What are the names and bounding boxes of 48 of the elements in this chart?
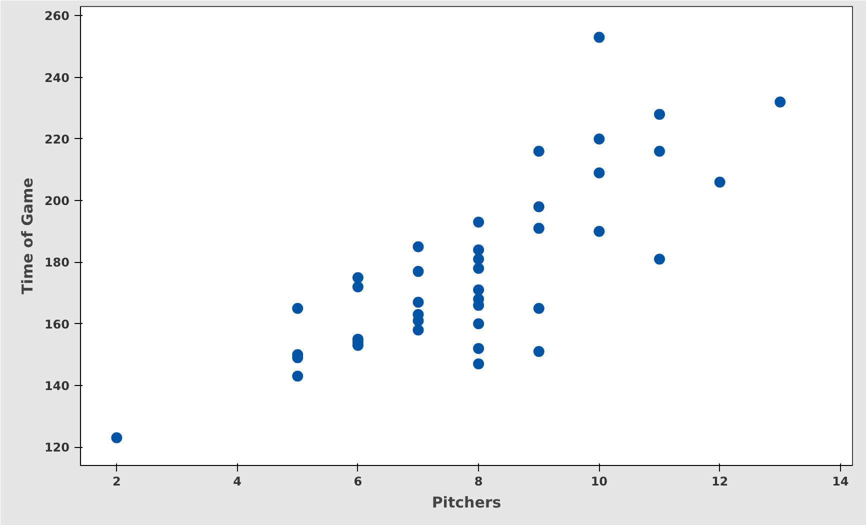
x-tick-label: 14 [832, 474, 849, 488]
y-tick-label: 160 [44, 317, 70, 332]
point [473, 262, 484, 274]
x-tick-label: 2 [112, 474, 121, 488]
point [473, 358, 484, 370]
x-axis-title: Pitchers [432, 494, 502, 512]
point [714, 176, 726, 188]
y-tick-label: 260 [44, 9, 70, 24]
point [412, 296, 424, 308]
x-tick-label: 8 [474, 474, 483, 488]
point [533, 222, 544, 234]
y-tick-label: 140 [44, 378, 70, 393]
point [473, 284, 484, 296]
point [352, 272, 364, 284]
point [774, 96, 786, 108]
point [412, 241, 424, 252]
y-axis-title: Time of Game [18, 178, 36, 294]
point [594, 133, 605, 144]
x-tick-label: 4 [233, 474, 242, 488]
point [594, 32, 605, 43]
point [473, 254, 484, 265]
point [654, 146, 665, 157]
point [473, 318, 484, 330]
point [473, 342, 484, 354]
point [594, 167, 605, 178]
x-tick-label: 10 [590, 474, 608, 488]
point [533, 302, 544, 314]
point [594, 226, 605, 237]
y-tick-label: 180 [44, 256, 70, 270]
y-tick-label: 200 [44, 194, 70, 208]
y-tick-label: 220 [44, 132, 70, 146]
point [412, 266, 424, 277]
point [473, 244, 484, 256]
point [412, 324, 424, 336]
point [533, 346, 544, 358]
point [352, 281, 364, 292]
y-tick-label: 120 [44, 440, 70, 455]
point [533, 146, 544, 157]
point [111, 432, 122, 444]
point [473, 216, 484, 228]
point [292, 302, 304, 314]
point [654, 108, 665, 120]
y-tick-label: 240 [44, 70, 70, 85]
point [654, 254, 665, 265]
x-tick-label: 12 [711, 474, 728, 488]
x-tick-label: 6 [354, 474, 362, 488]
point [292, 370, 304, 382]
point [533, 201, 544, 212]
